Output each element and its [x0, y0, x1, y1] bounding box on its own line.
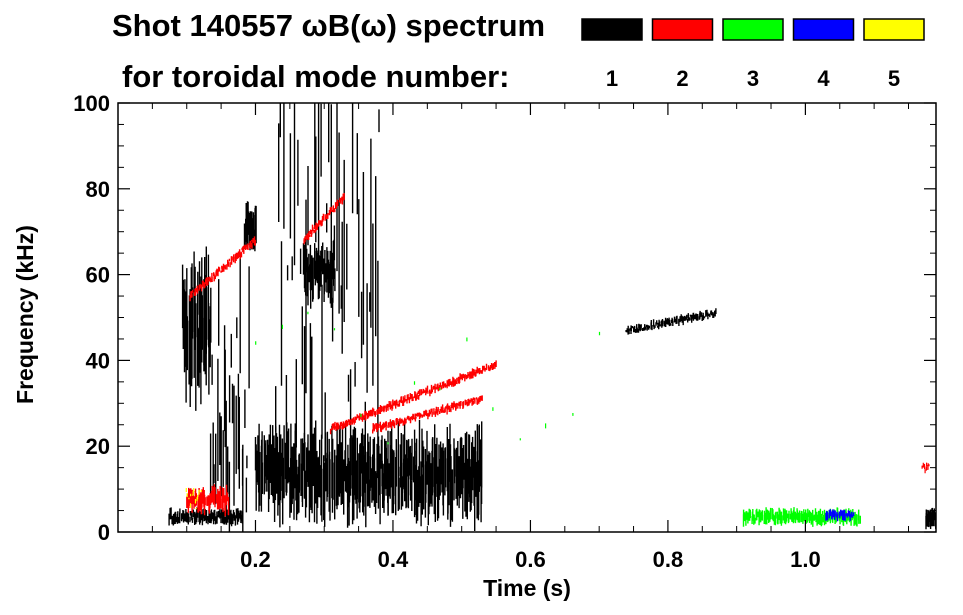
series-mode-1: [168, 103, 936, 532]
n1-low-band-early: [168, 507, 244, 527]
series-mode-3: [255, 311, 861, 527]
legend: 1 2 3 4 5: [581, 18, 925, 91]
spectrogram-data: [168, 103, 936, 532]
legend-label-mode-3: 3: [747, 66, 759, 91]
n4-late-spots: [825, 509, 855, 522]
x-tick-label: 0.6: [515, 547, 546, 572]
n2-chirp-mid: [303, 193, 345, 245]
y-axis-label: Frequency (kHz): [12, 225, 38, 404]
n1-main-low-band: [254, 420, 483, 531]
legend-swatch-mode-1: [581, 18, 643, 41]
n1-vertical-streaks-mid-strokes: [275, 103, 380, 496]
chart-title-line-2: for toroidal mode number:: [122, 59, 510, 94]
legend-swatch-mode-4: [792, 18, 855, 41]
n4-late-spots-strokes: [825, 509, 855, 522]
y-tick-label: 20: [86, 434, 110, 459]
x-tick-label: 0.4: [378, 547, 409, 572]
n2-chirp-upper-early-strokes: [189, 236, 256, 302]
axis-ticks: [118, 102, 936, 533]
legend-label-mode-1: 1: [606, 66, 618, 91]
n1-main-low-band-strokes: [254, 420, 483, 531]
n1-50khz-line: [625, 308, 717, 335]
x-tick-label: 0.8: [653, 547, 684, 572]
n3-scattered-dots: [255, 311, 601, 445]
y-tick-label: 40: [86, 348, 110, 373]
n5-sparse: [185, 488, 202, 510]
n2-rising-branch-strokes: [329, 360, 497, 435]
spectrogram-clip-group: [168, 103, 936, 532]
legend-label-mode-2: 2: [676, 66, 688, 91]
y-tick-label: 0: [98, 520, 110, 545]
n5-sparse-strokes: [185, 488, 202, 510]
n2-late-dot: [921, 462, 930, 474]
n2-chirp-upper-early: [189, 236, 256, 302]
x-tick-label: 0.2: [240, 547, 271, 572]
n2-lower-branch-strokes: [372, 395, 483, 434]
n3-scattered-dots-strokes: [255, 311, 601, 445]
n1-blob-50khz: [181, 246, 212, 411]
legend-label-mode-5: 5: [888, 66, 900, 91]
n2-late-dot-strokes: [921, 462, 930, 474]
n1-vertical-spikes: [209, 254, 250, 532]
n1-70khz-blob-strokes: [243, 201, 257, 252]
n1-70khz-blob: [243, 201, 257, 252]
legend-swatch-mode-2: [651, 18, 714, 41]
n1-edge-spot-strokes: [925, 507, 936, 530]
n1-vertical-streaks-mid: [275, 103, 380, 496]
n2-lower-branch: [372, 395, 483, 434]
n1-vertical-spikes-strokes: [209, 254, 250, 532]
n1-edge-spot: [925, 507, 936, 530]
y-tick-label: 60: [86, 263, 110, 288]
n1-low-band-early-strokes: [168, 507, 244, 527]
legend-swatch-mode-5: [863, 18, 925, 41]
chart-title-line-1: Shot 140557 ωB(ω) spectrum: [112, 8, 545, 43]
n1-blob-50khz-strokes: [181, 246, 212, 411]
legend-label-mode-4: 4: [817, 66, 830, 91]
n2-chirp-mid-strokes: [303, 193, 345, 245]
series-mode-5: [185, 488, 202, 510]
x-tick-labels: 0.2 0.4 0.6 0.8 1.0: [240, 547, 821, 572]
y-tick-label: 80: [86, 177, 110, 202]
legend-swatch-mode-3: [722, 18, 784, 41]
series-mode-4: [825, 509, 855, 522]
y-tick-labels: 0 20 40 60 80 100: [73, 91, 110, 545]
n2-rising-branch: [329, 360, 497, 435]
n1-50khz-line-strokes: [625, 308, 717, 335]
y-tick-label: 100: [73, 91, 110, 116]
series-mode-2: [186, 193, 930, 517]
x-axis-label: Time (s): [483, 575, 571, 601]
x-tick-label: 1.0: [790, 547, 821, 572]
